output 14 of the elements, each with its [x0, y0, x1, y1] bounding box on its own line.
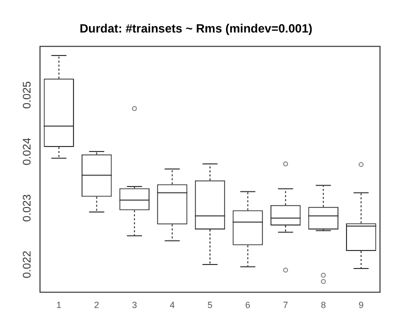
x-tick-label: 8	[320, 300, 326, 310]
x-tick-label: 7	[283, 300, 288, 310]
y-tick-label: 0.022	[22, 250, 34, 278]
x-tick-label: 3	[132, 300, 137, 310]
y-tick-label: 0.025	[22, 81, 34, 109]
y-tick-label: 0.023	[22, 194, 34, 222]
x-tick-label: 4	[170, 300, 175, 310]
x-tick-label: 6	[245, 300, 250, 310]
x-tick-label: 2	[94, 300, 100, 310]
x-tick-label: 5	[207, 300, 213, 310]
x-tick-label: 1	[56, 300, 62, 310]
y-tick-label: 0.024	[22, 138, 34, 166]
x-tick-label: 9	[358, 300, 364, 310]
chart-title: Durdat: #trainsets ~ Rms (mindev=0.001)	[80, 22, 312, 36]
